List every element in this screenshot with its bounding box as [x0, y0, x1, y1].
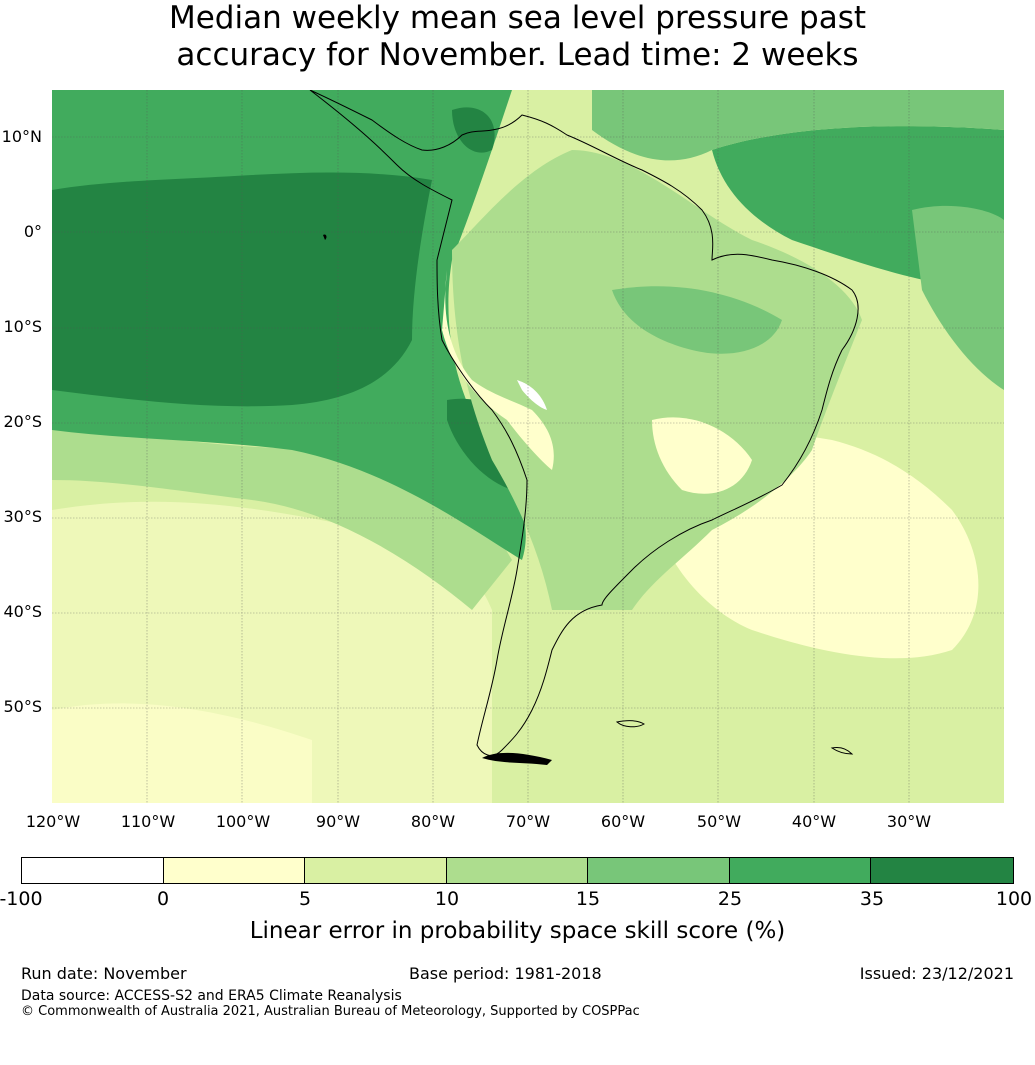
tierra-del-fuego: [482, 752, 552, 765]
chart-title: Median weekly mean sea level pressure pa…: [0, 0, 1035, 74]
map-svg: [52, 90, 1004, 803]
colorbar-tick: 0: [156, 888, 170, 910]
colorbar-tick: 25: [717, 888, 743, 910]
colorbar-label: Linear error in probability space skill …: [249, 918, 786, 944]
lon-label-30w: 30°W: [886, 812, 932, 831]
falkland-islands: [615, 720, 646, 728]
brazil-low-skill-patch: [652, 417, 752, 494]
lat-label-30s: 30°S: [3, 507, 42, 526]
galapagos-islands: [323, 234, 327, 240]
lon-label-120w: 120°W: [25, 812, 81, 831]
lat-label-0: 0°: [23, 222, 42, 241]
colorbar-segment-3: [305, 858, 447, 883]
colorbar-tick: -100: [0, 888, 43, 910]
lon-label-60w: 60°W: [600, 812, 646, 831]
colorbar-segment-6: [729, 858, 872, 883]
base-period: Base period: 1981-2018: [409, 964, 602, 983]
caribbean-high-skill-patch: [452, 107, 495, 153]
copyright: © Commonwealth of Australia 2021, Austra…: [21, 1004, 640, 1019]
skill-score-map: [52, 90, 1004, 803]
graticule: [52, 90, 1004, 803]
lat-label-50s: 50°S: [3, 697, 42, 716]
south-georgia: [830, 747, 854, 755]
amazon-medium-patch: [612, 286, 782, 354]
altiplano-no-skill-patch: [517, 380, 547, 410]
lat-label-20s: 20°S: [3, 412, 42, 431]
colorbar-segment-4: [446, 858, 589, 883]
lat-label-10n: 10°N: [1, 127, 42, 146]
colorbar-tick: 15: [575, 888, 601, 910]
lon-label-110w: 110°W: [120, 812, 176, 831]
colorbar-segment-1: [22, 858, 164, 883]
colorbar-tick: 10: [434, 888, 460, 910]
colorbar-segment-5: [588, 858, 730, 883]
andes-low-skill-strip: [442, 270, 554, 470]
lat-label-40s: 40°S: [3, 602, 42, 621]
south-america-interior: [452, 150, 862, 610]
lat-label-10s: 10°S: [3, 317, 42, 336]
colorbar-tick: 35: [859, 888, 885, 910]
north-atlantic-band: [592, 90, 1004, 161]
colorbar-segment-7: [871, 858, 1014, 883]
colorbar-segment-2: [163, 858, 306, 883]
lon-label-70w: 70°W: [505, 812, 551, 831]
issued-date: Issued: 23/12/2021: [859, 964, 1014, 983]
southern-light-region: [52, 703, 312, 803]
data-source: Data source: ACCESS-S2 and ERA5 Climate …: [21, 988, 402, 1004]
colorbar: [21, 857, 1014, 884]
lon-label-100w: 100°W: [215, 812, 271, 831]
south-america-coastline: [309, 90, 859, 756]
lon-label-40w: 40°W: [791, 812, 837, 831]
title-line-1: Median weekly mean sea level pressure pa…: [168, 0, 866, 36]
run-date: Run date: November: [21, 964, 187, 983]
lon-label-80w: 80°W: [410, 812, 456, 831]
title-line-2: accuracy for November. Lead time: 2 week…: [176, 37, 859, 73]
colorbar-tick: 100: [995, 888, 1033, 910]
east-atlantic-band: [912, 205, 1004, 390]
lon-label-90w: 90°W: [315, 812, 361, 831]
colorbar-tick: 5: [298, 888, 312, 910]
lon-label-50w: 50°W: [696, 812, 742, 831]
